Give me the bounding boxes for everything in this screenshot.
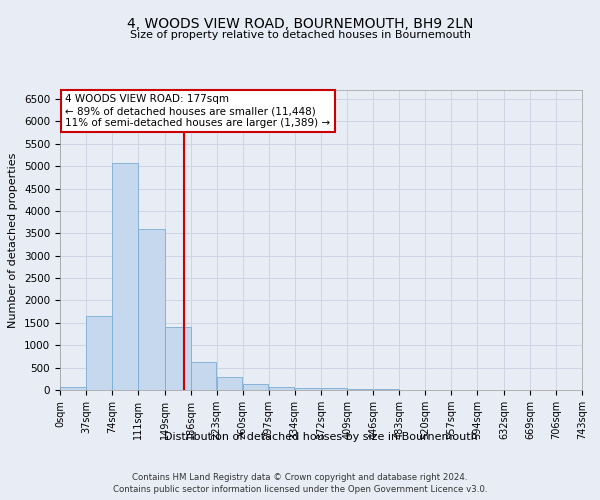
Text: Size of property relative to detached houses in Bournemouth: Size of property relative to detached ho…	[130, 30, 470, 40]
Bar	[295, 388, 321, 390]
Text: 4 WOODS VIEW ROAD: 177sqm
← 89% of detached houses are smaller (11,448)
11% of s: 4 WOODS VIEW ROAD: 177sqm ← 89% of detac…	[65, 94, 331, 128]
Text: Contains public sector information licensed under the Open Government Licence v3: Contains public sector information licen…	[113, 485, 487, 494]
Bar	[217, 376, 242, 390]
Y-axis label: Number of detached properties: Number of detached properties	[8, 152, 19, 328]
Bar	[269, 386, 295, 390]
Bar	[322, 388, 347, 390]
Bar	[60, 386, 86, 390]
Bar	[347, 389, 373, 390]
Bar	[112, 163, 138, 390]
Text: Contains HM Land Registry data © Crown copyright and database right 2024.: Contains HM Land Registry data © Crown c…	[132, 472, 468, 482]
Text: 4, WOODS VIEW ROAD, BOURNEMOUTH, BH9 2LN: 4, WOODS VIEW ROAD, BOURNEMOUTH, BH9 2LN	[127, 18, 473, 32]
Bar	[138, 229, 164, 390]
Bar	[243, 384, 268, 390]
Text: Distribution of detached houses by size in Bournemouth: Distribution of detached houses by size …	[164, 432, 478, 442]
Bar	[86, 316, 112, 390]
Bar	[165, 328, 191, 390]
Bar	[191, 362, 217, 390]
